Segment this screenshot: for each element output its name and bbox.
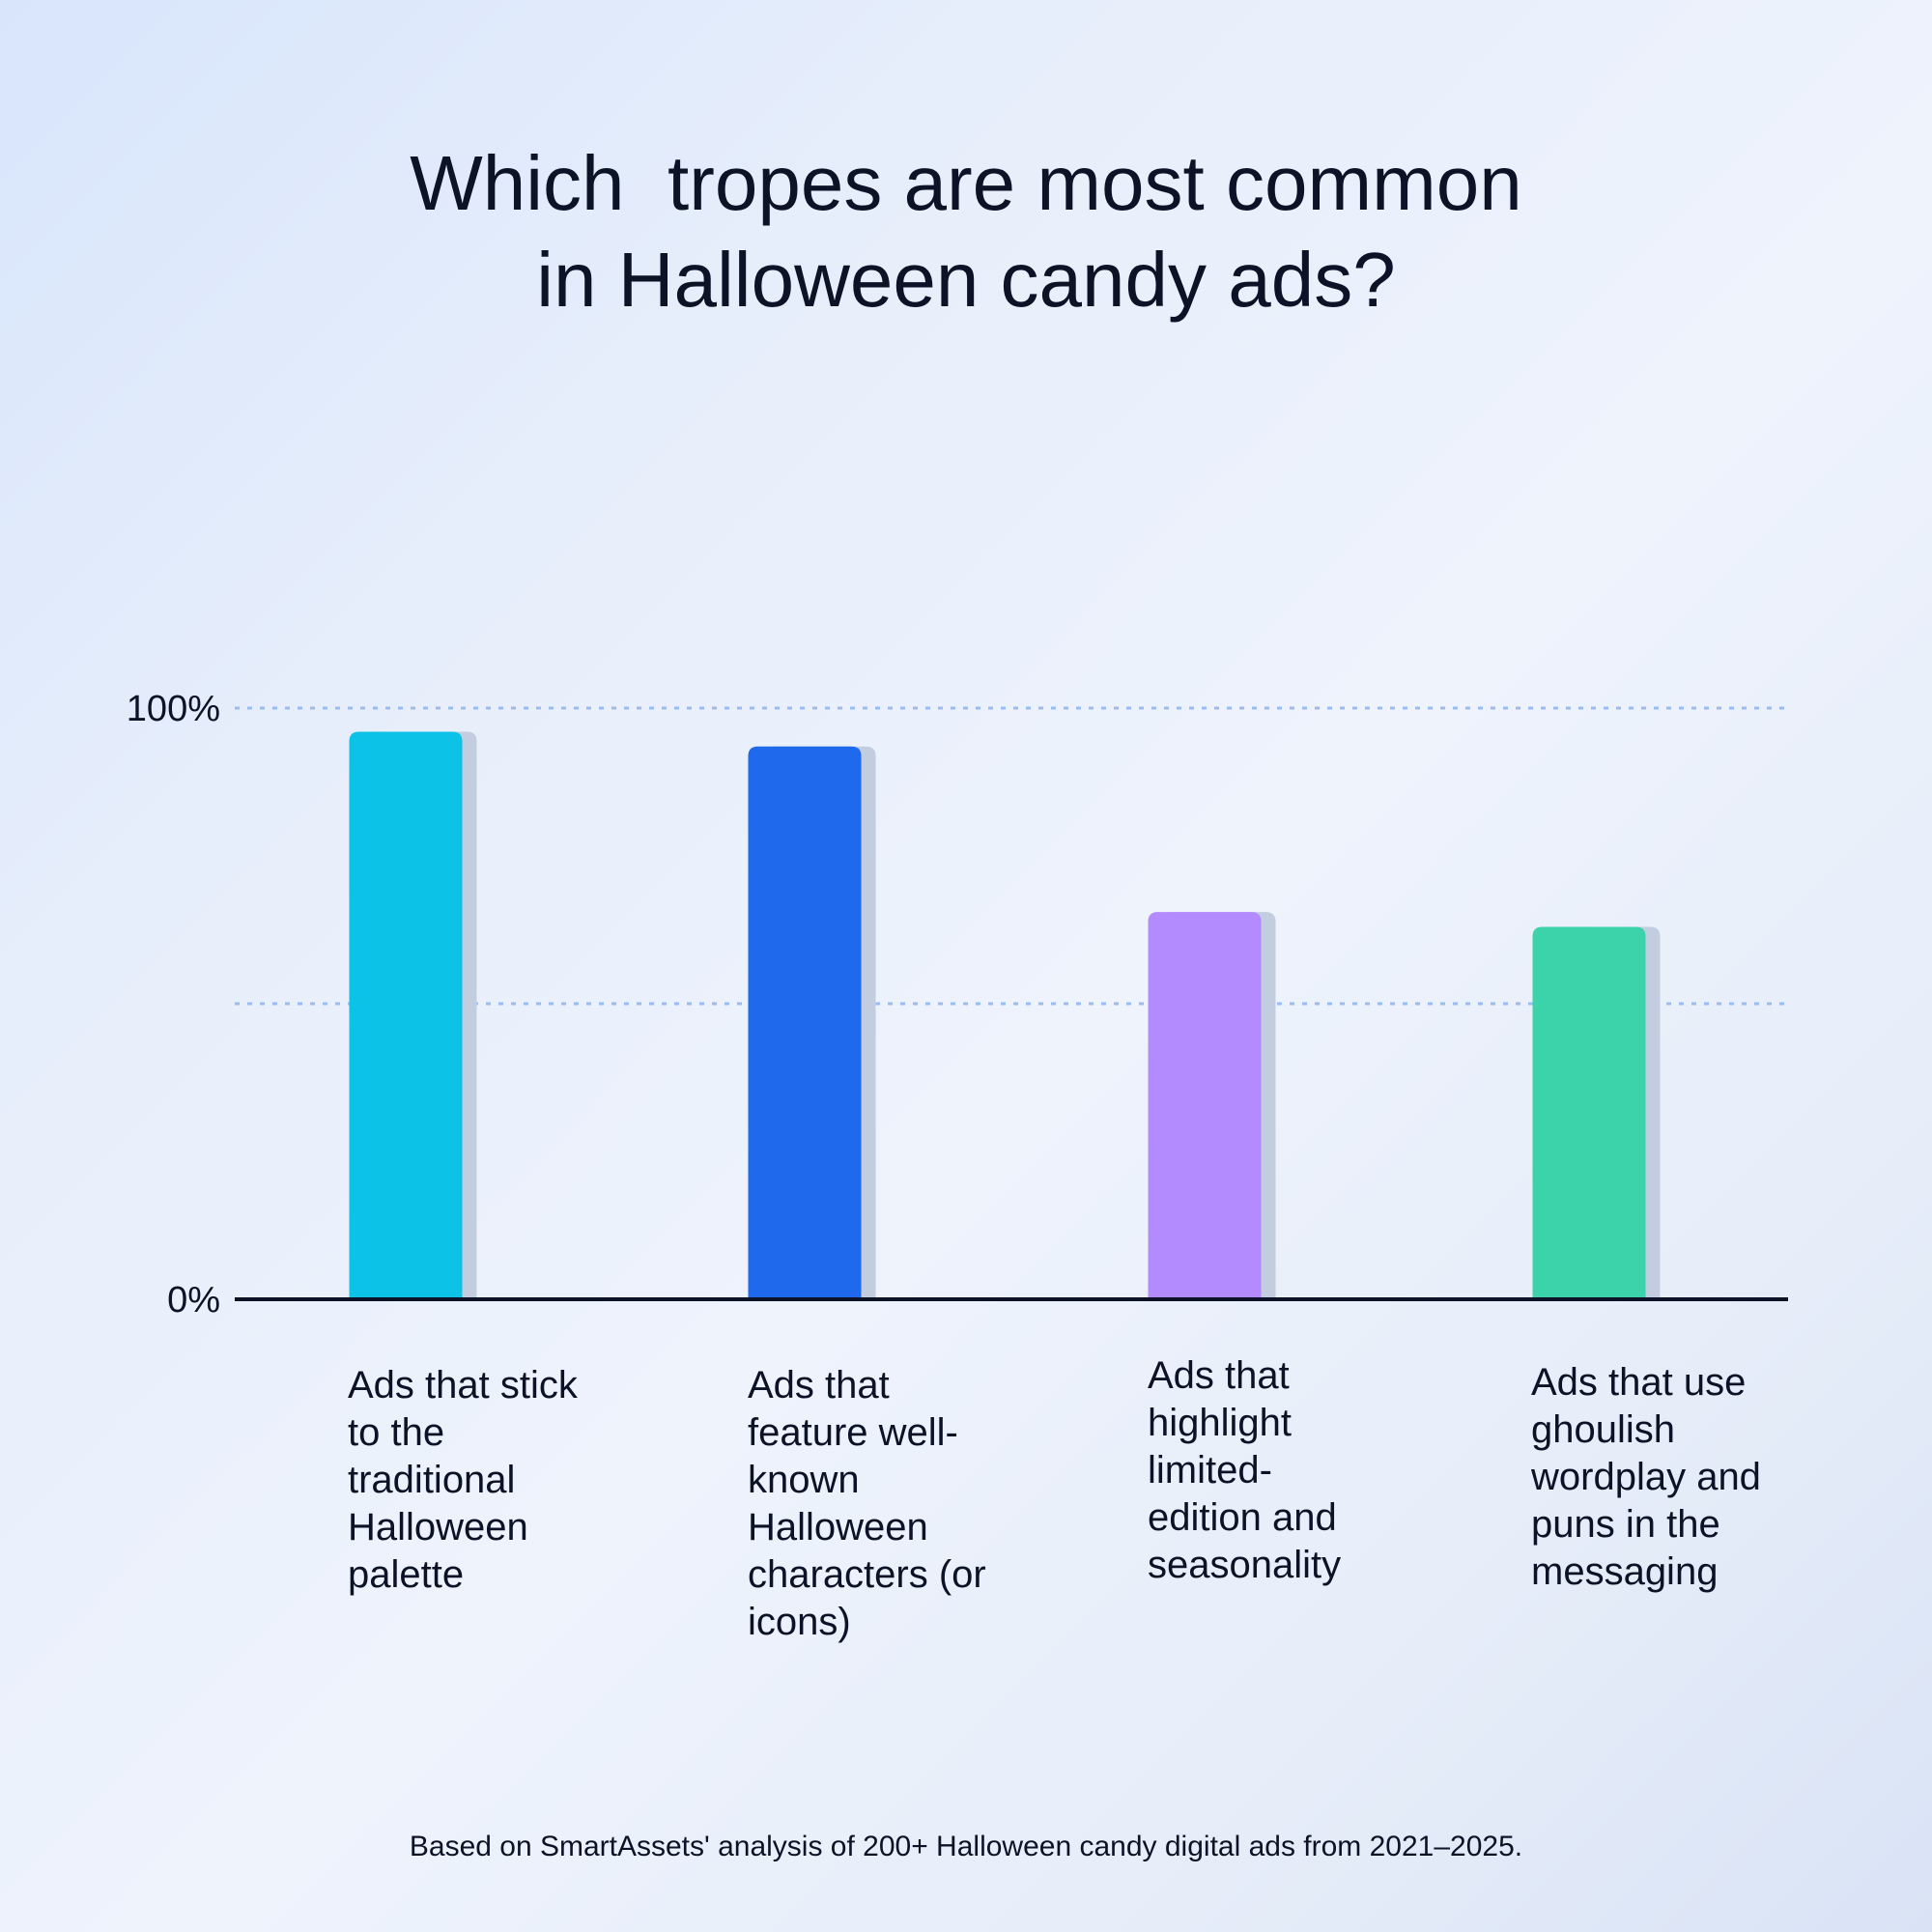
category-label-line: Halloween bbox=[348, 1506, 528, 1548]
category-label-1: Ads that stick to the traditional Halloween… bbox=[348, 1362, 578, 1599]
category-label-3: Ads that highlight limited-edition and seas… bbox=[1148, 1352, 1341, 1589]
gridlines bbox=[235, 706, 1788, 1006]
category-label-line: puns in the bbox=[1531, 1503, 1720, 1546]
footnote: Based on SmartAssets' analysis of 200+ H… bbox=[409, 1831, 1523, 1862]
chart-title-line-2: in Halloween candy ads? bbox=[536, 237, 1396, 323]
y-axis-ticks: 100% 0% bbox=[127, 689, 220, 1321]
category-label-line: messaging bbox=[1531, 1550, 1719, 1593]
chart-title-line-1: Which tropes are most common bbox=[410, 140, 1522, 226]
bar-2 bbox=[748, 746, 862, 1299]
category-label-line: to the bbox=[348, 1411, 445, 1454]
chart-title: Which tropes are most common in Hallowee… bbox=[0, 135, 1932, 328]
bars bbox=[349, 731, 1661, 1299]
y-tick-label: 100% bbox=[127, 689, 220, 729]
category-label-line: wordplay and bbox=[1531, 1456, 1761, 1498]
category-label-line: icons) bbox=[748, 1601, 851, 1643]
category-label-line: known bbox=[748, 1459, 860, 1501]
bar-4 bbox=[1532, 926, 1646, 1299]
category-label-line: palette bbox=[348, 1553, 465, 1596]
category-label-line: Ads that use bbox=[1531, 1361, 1747, 1404]
category-label-line: traditional bbox=[348, 1459, 516, 1501]
category-label-line: Ads that bbox=[748, 1364, 890, 1406]
category-label-line: limited- bbox=[1148, 1449, 1272, 1492]
y-tick-label: 0% bbox=[167, 1280, 220, 1321]
category-label-4: Ads that use ghoulish wordplay and puns in … bbox=[1531, 1359, 1761, 1596]
category-label-line: Ads that bbox=[1148, 1354, 1290, 1397]
category-label-line: Halloween bbox=[748, 1506, 928, 1548]
category-label-line: edition and bbox=[1148, 1496, 1337, 1539]
bar-1 bbox=[349, 731, 463, 1299]
bar-3 bbox=[1148, 912, 1262, 1299]
category-label-line: seasonality bbox=[1148, 1544, 1342, 1586]
category-label-line: Ads that stick bbox=[348, 1364, 578, 1406]
category-label-2: Ads that feature well-known Halloween chara… bbox=[748, 1362, 986, 1646]
category-label-line: ghoulish bbox=[1531, 1408, 1676, 1451]
category-label-line: highlight bbox=[1148, 1402, 1293, 1444]
category-label-line: characters (or bbox=[748, 1553, 986, 1596]
category-label-line: feature well- bbox=[748, 1411, 958, 1454]
